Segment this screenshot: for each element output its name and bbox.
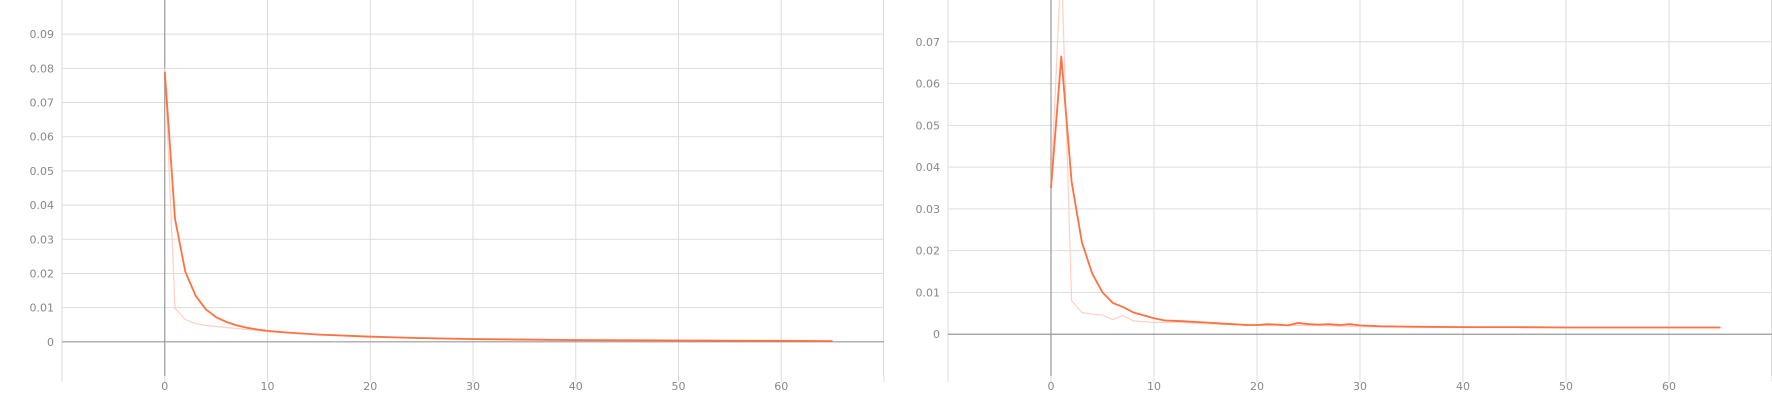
x-tick-label: 50 — [672, 380, 686, 393]
x-tick-label: 10 — [261, 380, 275, 393]
x-tick-label: 50 — [1559, 380, 1573, 393]
y-tick-label: 0.02 — [30, 267, 55, 280]
y-tick-label: 0.07 — [30, 97, 55, 110]
y-tick-label: 0.07 — [916, 36, 941, 49]
y-tick-label: 0.05 — [30, 165, 55, 178]
loss-chart-left: 0 0.01 0.02 0.03 0.04 0.05 0.06 0.07 0.08 0.09 0 10… — [30, 0, 885, 393]
smoothed-series-line — [163, 71, 833, 342]
y-tick-label: 0.04 — [916, 161, 941, 174]
y-tick-label: 0.01 — [916, 286, 941, 299]
x-tick-label: 0 — [161, 380, 168, 393]
x-tick-label: 20 — [1250, 380, 1264, 393]
loss-chart-right: 0 0.01 0.02 0.03 0.04 0.05 0.06 0.07 0 10 20 30 40 50… — [916, 0, 1772, 393]
x-tick-label: 10 — [1147, 380, 1161, 393]
x-tick-label: 30 — [1353, 380, 1367, 393]
x-tick-label: 60 — [774, 380, 788, 393]
x-tick-label: 40 — [569, 380, 583, 393]
y-tick-label: 0.05 — [916, 119, 941, 132]
x-tick-label: 0 — [1048, 380, 1055, 393]
y-tick-label: 0.03 — [916, 203, 941, 216]
x-tick-label: 30 — [466, 380, 480, 393]
y-tick-label: 0.09 — [30, 28, 55, 41]
y-tick-label: 0 — [47, 336, 54, 349]
y-tick-label: 0.02 — [916, 245, 941, 258]
y-tick-label: 0.03 — [30, 233, 55, 246]
y-tick-label: 0.06 — [30, 131, 55, 144]
y-tick-label: 0.01 — [30, 302, 55, 315]
x-tick-label: 20 — [363, 380, 377, 393]
x-tick-label: 60 — [1662, 380, 1676, 393]
raw-series-line — [1050, 0, 1721, 329]
y-tick-label: 0.06 — [916, 78, 941, 91]
y-tick-label: 0.04 — [30, 199, 55, 212]
smoothed-series-line — [1050, 55, 1721, 329]
y-tick-label: 0.08 — [30, 62, 55, 75]
y-tick-label: 0 — [933, 328, 940, 341]
x-tick-label: 40 — [1456, 380, 1470, 393]
